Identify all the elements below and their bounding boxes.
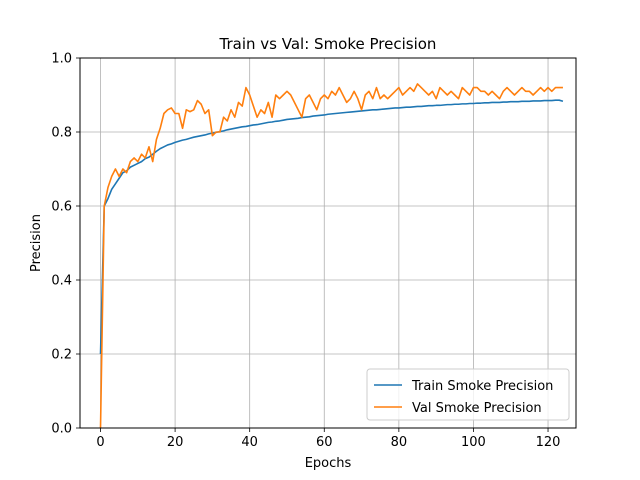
chart-title: Train vs Val: Smoke Precision (219, 35, 437, 53)
x-tick-label: 0 (96, 435, 104, 450)
x-tick-label: 100 (461, 435, 486, 450)
x-tick-label: 40 (241, 435, 258, 450)
ticks: 0 20 40 60 80 100 120 0.0 0.2 0.4 0.6 0.8 1.0 (51, 52, 560, 451)
legend-label-train: Train Smoke Precision (411, 379, 553, 394)
y-tick-label: 0.4 (51, 274, 72, 289)
series-line-train (99, 99, 564, 355)
x-tick-label: 80 (391, 435, 408, 450)
y-tick-label: 0.6 (51, 200, 72, 215)
x-tick-label: 120 (536, 435, 561, 450)
series-line-val (99, 83, 563, 429)
plot-frame (79, 57, 577, 429)
y-tick-label: 0.0 (51, 422, 72, 437)
legend: Train Smoke Precision Val Smoke Precisio… (366, 368, 570, 421)
y-tick-label: 0.2 (51, 348, 72, 363)
legend-box (366, 368, 570, 421)
series-layer (99, 83, 564, 429)
x-tick-label: 60 (316, 435, 333, 450)
legend-label-val: Val Smoke Precision (412, 401, 542, 416)
x-axis-label: Epochs (305, 456, 352, 471)
y-tick-label: 1.0 (51, 52, 72, 67)
x-tick-label: 20 (167, 435, 184, 450)
y-tick-label: 0.8 (51, 126, 72, 141)
y-axis-label: Precision (29, 214, 44, 272)
